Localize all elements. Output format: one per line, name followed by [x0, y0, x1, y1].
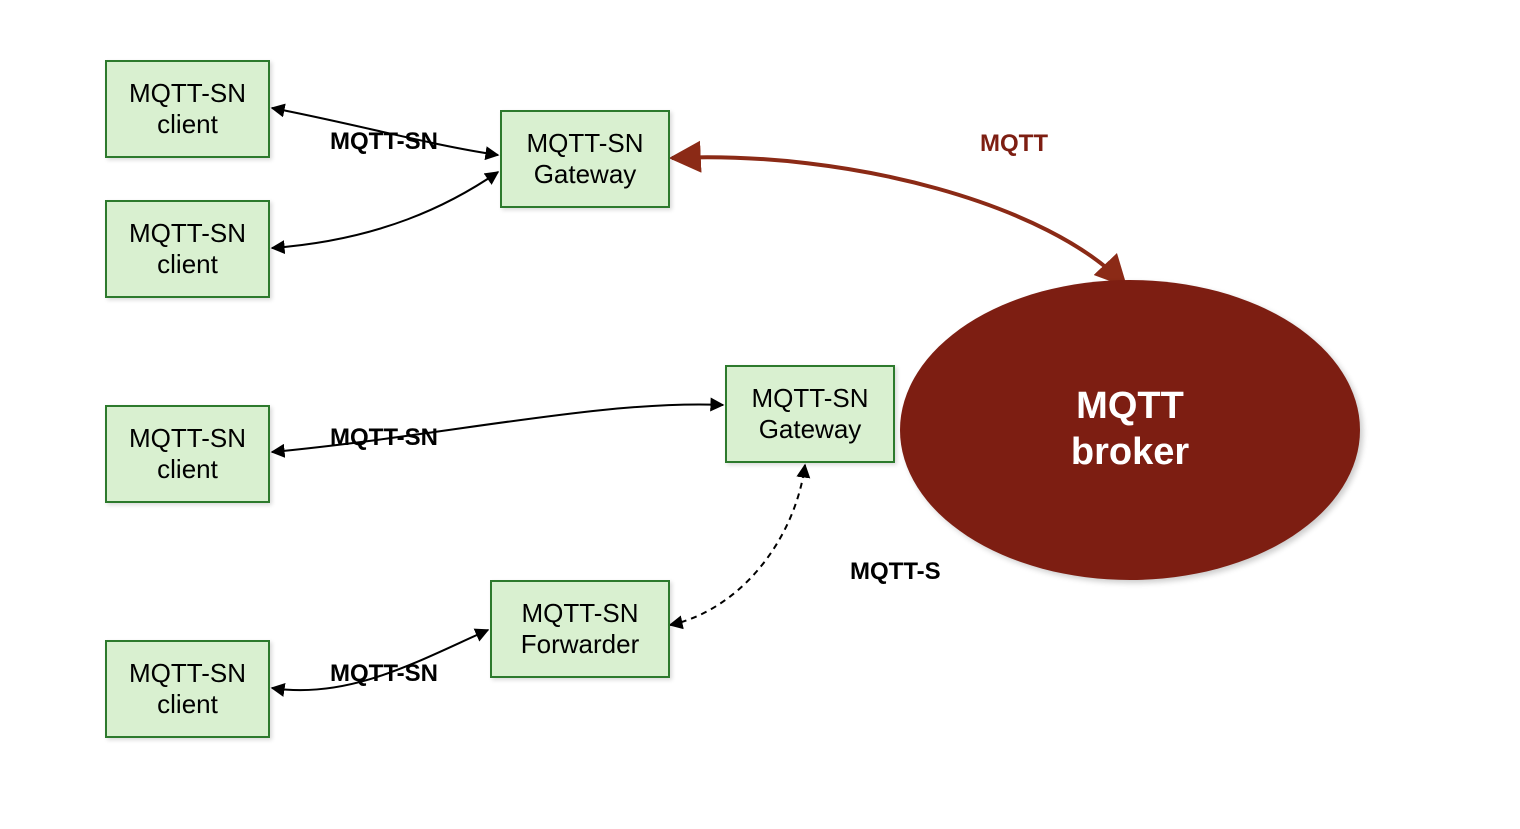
node-label: MQTT-SNGateway — [527, 128, 644, 190]
edge-e6 — [672, 157, 1125, 285]
edge-e5 — [670, 465, 805, 625]
mqtt-sn-client-2: MQTT-SNclient — [105, 200, 270, 298]
edge-label-mqtt-sn-1: MQTT-SN — [330, 128, 438, 156]
edge-e2 — [272, 172, 498, 248]
mqtt-sn-client-4: MQTT-SNclient — [105, 640, 270, 738]
node-label: MQTT-SNclient — [129, 423, 246, 485]
mqtt-sn-client-1: MQTT-SNclient — [105, 60, 270, 158]
node-label: MQTT-SNclient — [129, 218, 246, 280]
node-label: MQTT-SNclient — [129, 78, 246, 140]
broker-label: MQTTbroker — [1071, 384, 1189, 475]
mqtt-sn-gateway-2: MQTT-SNGateway — [725, 365, 895, 463]
edge-label-mqtt: MQTT — [980, 130, 1048, 158]
node-label: MQTT-SNGateway — [752, 383, 869, 445]
edge-label-mqtt-sn-3: MQTT-SN — [330, 660, 438, 688]
mqtt-sn-gateway-1: MQTT-SNGateway — [500, 110, 670, 208]
mqtt-sn-forwarder: MQTT-SNForwarder — [490, 580, 670, 678]
mqtt-sn-client-3: MQTT-SNclient — [105, 405, 270, 503]
edge-label-mqtt-s: MQTT-S — [850, 558, 941, 586]
node-label: MQTT-SNForwarder — [521, 598, 639, 660]
mqtt-broker: MQTTbroker — [900, 280, 1360, 580]
node-label: MQTT-SNclient — [129, 658, 246, 720]
edge-label-mqtt-sn-2: MQTT-SN — [330, 424, 438, 452]
